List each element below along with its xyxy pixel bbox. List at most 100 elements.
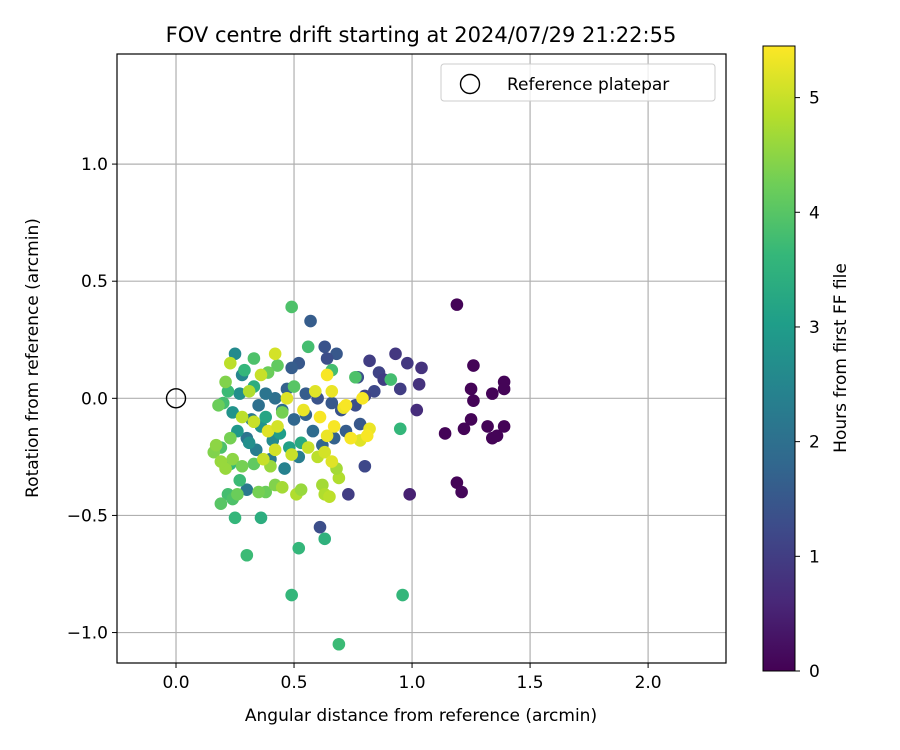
- legend-entry-reference-platepar: Reference platepar: [507, 75, 669, 95]
- data-point: [304, 314, 317, 328]
- data-point: [332, 637, 346, 651]
- data-point: [415, 361, 428, 375]
- data-point: [275, 406, 289, 419]
- data-point: [401, 356, 414, 370]
- data-point: [294, 483, 308, 496]
- x-tick-label: 0.0: [162, 673, 189, 693]
- data-point: [252, 399, 265, 412]
- data-point: [209, 438, 223, 452]
- data-point: [412, 377, 426, 391]
- data-point: [450, 298, 464, 311]
- data-point: [224, 431, 237, 445]
- x-axis-ticks: 0.0 0.5 1.0 1.5 2.0: [162, 663, 662, 693]
- colorbar-tick-label: 2: [809, 433, 820, 453]
- data-point: [457, 422, 471, 436]
- colorbar-tick-label: 3: [809, 318, 820, 338]
- data-point: [257, 452, 270, 466]
- colorbar-label: Hours from first FF file: [831, 263, 851, 453]
- data-point: [271, 420, 284, 433]
- grid-lines: [117, 54, 726, 663]
- data-point: [299, 387, 313, 400]
- data-point: [297, 403, 310, 417]
- legend-box: [440, 63, 716, 102]
- data-point: [403, 488, 416, 501]
- y-tick-label: −1.0: [67, 624, 108, 644]
- data-point: [344, 431, 357, 445]
- y-axis-label: Rotation from reference (arcmin): [23, 218, 43, 498]
- data-point: [280, 392, 294, 405]
- data-point: [214, 455, 228, 468]
- legend: Reference platepar: [440, 63, 716, 102]
- data-point: [313, 410, 327, 424]
- data-point: [301, 441, 315, 454]
- x-tick-label: 2.0: [635, 673, 662, 693]
- data-point: [313, 520, 327, 534]
- data-point: [486, 387, 499, 400]
- data-point: [320, 429, 334, 443]
- data-point: [247, 457, 261, 471]
- data-point: [358, 459, 372, 473]
- data-point: [219, 375, 232, 389]
- data-point: [325, 455, 339, 468]
- x-tick-label: 1.5: [517, 673, 544, 693]
- colorbar-tick-label: 5: [809, 89, 820, 109]
- data-point: [233, 387, 247, 400]
- data-point: [464, 413, 478, 426]
- legend-reference-marker-icon: [459, 73, 481, 95]
- plot-frame: [116, 53, 727, 664]
- data-point: [252, 485, 265, 499]
- data-point: [367, 384, 381, 398]
- data-point: [247, 415, 261, 429]
- data-point: [356, 392, 369, 405]
- data-point: [353, 417, 367, 431]
- data-point: [214, 497, 228, 511]
- y-tick-label: 0.0: [81, 389, 108, 409]
- data-point: [242, 436, 256, 450]
- data-point: [318, 532, 332, 546]
- data-point: [228, 347, 242, 361]
- data-point: [285, 300, 298, 314]
- data-point: [481, 420, 494, 433]
- data-point: [275, 481, 289, 494]
- data-point: [278, 462, 291, 475]
- data-point: [285, 448, 298, 461]
- data-point: [464, 382, 478, 396]
- x-axis-label: Angular distance from reference (arcmin): [245, 706, 597, 726]
- data-point: [306, 424, 320, 438]
- data-point: [247, 352, 261, 365]
- data-point: [325, 384, 339, 398]
- data-point: [349, 370, 362, 384]
- y-tick-label: 1.0: [81, 155, 108, 175]
- data-point: [231, 488, 244, 501]
- data-point: [320, 352, 334, 365]
- data-point: [235, 459, 249, 473]
- reference-platepar-point: [165, 388, 187, 409]
- data-points: [207, 298, 511, 651]
- data-point: [308, 384, 322, 398]
- data-point: [318, 445, 332, 459]
- y-axis-ticks: −1.0 −0.5 0.0 0.5 1.0: [67, 155, 117, 644]
- data-point: [363, 354, 376, 368]
- data-point: [287, 413, 301, 426]
- data-point: [226, 406, 239, 419]
- data-point: [497, 420, 511, 433]
- data-point: [389, 347, 402, 361]
- data-point: [271, 359, 284, 372]
- data-point: [224, 356, 237, 370]
- data-point: [467, 359, 480, 372]
- data-point: [254, 511, 268, 525]
- data-point: [327, 420, 341, 433]
- colorbar-tick-label: 1: [809, 547, 820, 567]
- data-point: [285, 361, 298, 375]
- data-point: [268, 392, 282, 405]
- colorbar: 0 1 2 3 4 5 Hours from first FF file: [762, 45, 851, 682]
- data-point: [393, 382, 407, 396]
- data-point: [292, 541, 306, 555]
- chart-title: FOV centre drift starting at 2024/07/29 …: [166, 23, 677, 47]
- data-point: [467, 394, 480, 407]
- data-point: [325, 396, 339, 410]
- data-point: [393, 422, 407, 436]
- x-tick-label: 0.5: [281, 673, 308, 693]
- data-point: [228, 511, 242, 525]
